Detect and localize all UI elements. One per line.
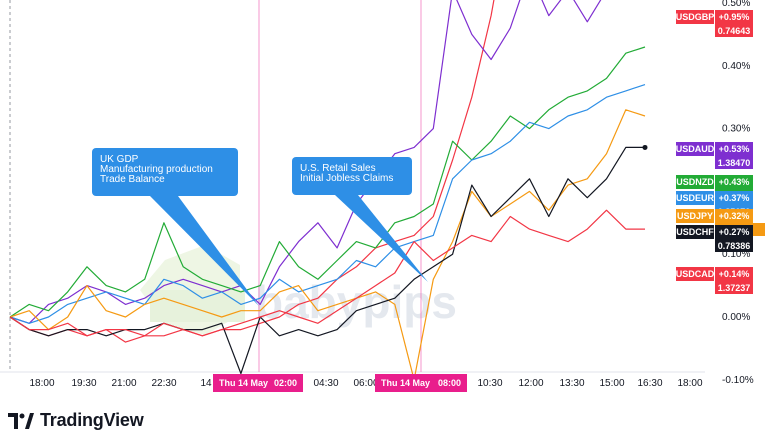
- series-endpoint-usdchf: [642, 144, 648, 150]
- y-tick-label: 0.30%: [722, 124, 750, 135]
- series-tag-usdcad: USDCAD +0.14% 1.37237: [676, 267, 753, 294]
- callout-us-line-2: Initial Jobless Claims: [300, 173, 393, 184]
- series-tag-symbol: USDCAD: [676, 269, 715, 279]
- event-lines: [258, 0, 422, 372]
- series-tag-price: 0.74643: [718, 26, 751, 36]
- series-tag-symbol: USDJPY: [677, 211, 713, 221]
- series-tag-symbol: USDEUR: [676, 193, 715, 203]
- y-tick-label: 0.10%: [722, 249, 750, 260]
- x-axis: 18:00 19:30 21:00 22:30 14 04:30 06:00 10:30 12:…: [29, 374, 703, 392]
- series-tag-pct: +0.37%: [719, 193, 750, 203]
- series-tag-price: 0.78386: [718, 241, 751, 251]
- event-time-badge-bg: [375, 374, 467, 392]
- series-line-usdcad: [9, 209, 645, 337]
- series-tag-pct-bg: [715, 10, 753, 24]
- series-tag-pct: +0.95%: [719, 12, 750, 22]
- x-tick-label: 10:30: [477, 378, 502, 389]
- series-line-usdaud: [9, 0, 602, 324]
- tradingview-brand: TradingView: [8, 410, 144, 431]
- x-tick-label: 16:30: [637, 378, 662, 389]
- series-lines: [9, 0, 648, 381]
- x-tick-label: 18:00: [29, 378, 54, 389]
- series-tag-pct: +0.53%: [719, 144, 750, 154]
- grid: [0, 0, 705, 373]
- x-tick-label: 04:30: [313, 378, 338, 389]
- series-tag-usdaud: USDAUD +0.53% 1.38470: [676, 142, 753, 169]
- event-time-badge-day: Thu 14 May: [219, 378, 268, 388]
- x-tick-label: 18:00: [677, 378, 702, 389]
- y-tick-label: 0.00%: [722, 312, 750, 323]
- event-time-badge-1: Thu 14 May 02:00: [213, 374, 303, 392]
- x-tick-label: 12:00: [518, 378, 543, 389]
- y-tick-label: -0.10%: [722, 375, 754, 386]
- x-tick-label: 22:30: [151, 378, 176, 389]
- y-tick-label: 0.40%: [722, 61, 750, 72]
- series-tag-symbol: USDCHF: [676, 227, 714, 237]
- callout-us-box: [292, 157, 412, 195]
- event-time-badge-time: 08:00: [438, 378, 461, 388]
- x-tick-label: 06:00: [353, 378, 378, 389]
- series-tag-price-bg: [715, 239, 753, 252]
- event-time-badge-day: Thu 14 May: [381, 378, 430, 388]
- event-time-badge-2: Thu 14 May 08:00: [375, 374, 467, 392]
- series-line-usdeur: [9, 84, 646, 324]
- series-tag-symbol-bg: [676, 191, 714, 205]
- callout-uk-box: [92, 148, 238, 196]
- series-tag-symbol-bg: [676, 267, 714, 281]
- series-tag-price-bg: [715, 24, 753, 37]
- event-time-badge-bg: [213, 374, 303, 392]
- series-tag-pct: +0.43%: [719, 177, 750, 187]
- series-tag-price: 1.38470: [718, 158, 751, 168]
- series-tag-price: 1.37237: [718, 283, 751, 293]
- callout-us-pointer: [335, 195, 428, 282]
- series-tag-symbol-bg: [676, 10, 714, 24]
- tradingview-logo-icon: [8, 412, 34, 429]
- series-tag-symbol-bg: [676, 142, 714, 156]
- series-tag-pct-bg: [715, 175, 753, 189]
- series-tag-pct: +0.32%: [719, 211, 750, 221]
- series-tag-symbol: USDNZD: [676, 177, 714, 187]
- series-tag-pct-bg: [715, 225, 753, 239]
- series-tag-pct-bg: [715, 142, 753, 156]
- series-tag-pct: +0.27%: [719, 227, 750, 237]
- callout-us-line-1: U.S. Retail Sales: [300, 163, 376, 174]
- series-tag-price-bg: [715, 156, 753, 169]
- series-line-usdnzd: [9, 46, 646, 318]
- callout-uk-line-3: Trade Balance: [100, 174, 165, 185]
- series-tag-symbol: USDGBP: [676, 12, 715, 22]
- callout-uk-line-2: Manufacturing production: [100, 164, 213, 175]
- series-tag-symbol: USDAUD: [676, 144, 715, 154]
- series-tag-pct: +0.14%: [719, 269, 750, 279]
- series-line-usdjpy: [9, 109, 646, 381]
- series-tag-symbol-bg: [676, 209, 714, 223]
- series-tag-symbol-bg: [676, 225, 714, 239]
- series-tag-price-bg: [715, 281, 753, 294]
- series-tag-pct-bg: [715, 267, 753, 281]
- series-tag-pct-bg: [715, 191, 753, 205]
- y-tick-label: 0.50%: [722, 0, 750, 9]
- event-time-badge-time: 02:00: [274, 378, 297, 388]
- x-tick-label: 15:00: [599, 378, 624, 389]
- x-tick-label: 19:30: [71, 378, 96, 389]
- series-tag-usdchf: USDCHF +0.27% 0.78386: [676, 225, 753, 252]
- series-tag-symbol-bg: [676, 175, 714, 189]
- series-tag-pct-bg: [715, 209, 753, 223]
- x-tick-label: 13:30: [559, 378, 584, 389]
- series-line-usdchf: [9, 146, 645, 375]
- x-tick-label: 14: [200, 378, 212, 389]
- callout-uk-line-1: UK GDP: [100, 154, 139, 165]
- brand-name: TradingView: [40, 410, 144, 430]
- series-line-usdgbp: [9, 0, 495, 343]
- series-tag-usdgbp: USDGBP +0.95% 0.74643: [676, 10, 753, 37]
- babypips-watermark: babypips: [140, 245, 457, 335]
- callout-uk-pointer: [150, 196, 259, 306]
- x-tick-label: 21:00: [111, 378, 136, 389]
